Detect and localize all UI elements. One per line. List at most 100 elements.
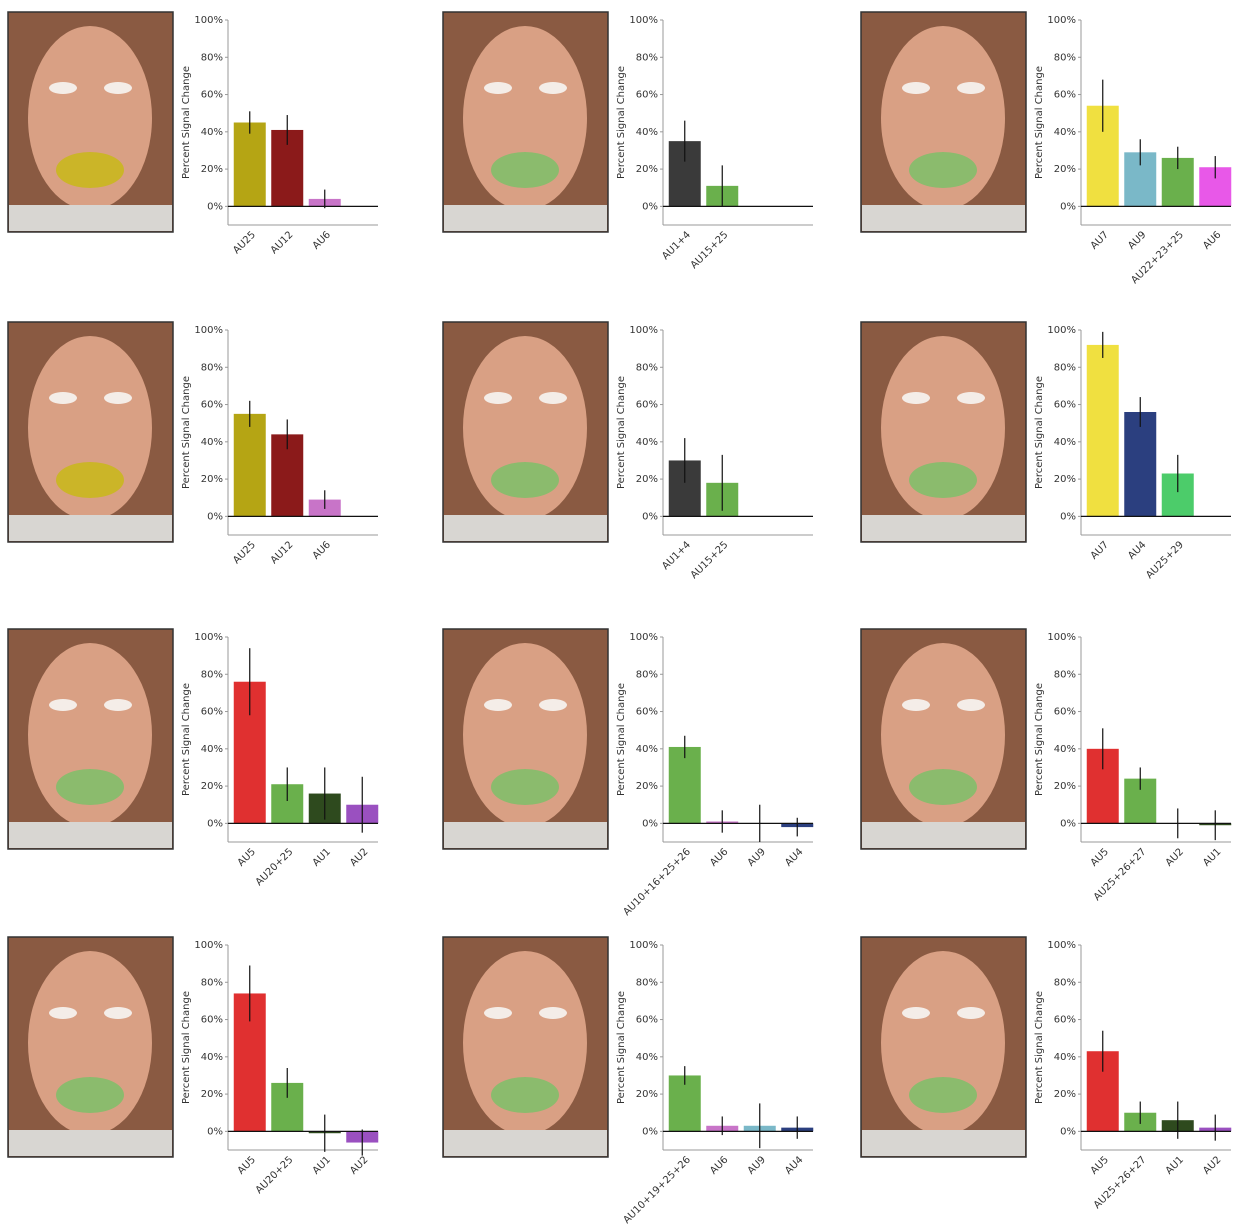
y-tick-label: 80% xyxy=(201,977,223,988)
x-tick-label: AU10+16+25+26 xyxy=(621,846,693,918)
eye xyxy=(902,82,930,94)
x-tick-label: AU6 xyxy=(1201,229,1223,251)
y-tick-label: 40% xyxy=(636,127,658,138)
mouth-overlay xyxy=(56,152,124,188)
eye xyxy=(49,699,77,711)
y-tick-label: 0% xyxy=(642,511,658,522)
x-tick-label: AU6 xyxy=(708,846,730,868)
y-axis-label: Percent Signal Change xyxy=(616,683,627,796)
eye xyxy=(49,82,77,94)
y-axis-label: Percent Signal Change xyxy=(616,66,627,179)
y-tick-label: 20% xyxy=(1054,474,1076,485)
x-tick-label: AU15+25 xyxy=(689,229,731,271)
y-tick-label: 60% xyxy=(1054,1015,1076,1026)
x-tick-label: AU5 xyxy=(236,1154,258,1176)
x-tick-label: AU2 xyxy=(348,1154,370,1176)
x-tick-label: AU1+4 xyxy=(660,539,693,572)
y-tick-label: 0% xyxy=(207,818,223,829)
y-tick-label: 100% xyxy=(194,940,223,951)
y-tick-label: 100% xyxy=(1047,940,1076,951)
y-tick-label: 0% xyxy=(1060,511,1076,522)
x-tick-label: AU1 xyxy=(1164,1154,1186,1176)
x-tick-label: AU2 xyxy=(348,846,370,868)
bar xyxy=(234,414,266,517)
y-tick-label: 60% xyxy=(636,1015,658,1026)
y-tick-label: 20% xyxy=(636,1089,658,1100)
y-axis-label: Percent Signal Change xyxy=(181,683,192,796)
mouth-overlay xyxy=(909,769,977,805)
y-tick-label: 20% xyxy=(201,781,223,792)
mouth-overlay xyxy=(909,152,977,188)
y-tick-label: 60% xyxy=(201,90,223,101)
y-tick-label: 20% xyxy=(1054,781,1076,792)
y-tick-label: 80% xyxy=(1054,977,1076,988)
collar xyxy=(9,205,172,231)
y-tick-label: 0% xyxy=(642,818,658,829)
bar xyxy=(669,747,701,823)
x-tick-label: AU2 xyxy=(1164,846,1186,868)
collar xyxy=(862,822,1025,848)
eye xyxy=(539,392,567,404)
y-tick-label: 0% xyxy=(642,1126,658,1137)
y-tick-label: 0% xyxy=(642,201,658,212)
y-tick-label: 40% xyxy=(636,744,658,755)
bar xyxy=(1124,412,1156,516)
eye xyxy=(957,392,985,404)
eye xyxy=(539,82,567,94)
y-tick-label: 80% xyxy=(636,977,658,988)
bar xyxy=(234,123,266,207)
y-tick-label: 60% xyxy=(201,707,223,718)
eye xyxy=(539,1007,567,1019)
collar xyxy=(444,515,607,541)
x-tick-label: AU5 xyxy=(1089,846,1111,868)
y-tick-label: 80% xyxy=(201,669,223,680)
y-tick-label: 100% xyxy=(1047,632,1076,643)
y-tick-label: 80% xyxy=(1054,362,1076,373)
y-tick-label: 40% xyxy=(1054,127,1076,138)
mouth-overlay xyxy=(491,1077,559,1113)
mouth-overlay xyxy=(909,1077,977,1113)
eye xyxy=(484,82,512,94)
y-tick-label: 0% xyxy=(207,511,223,522)
y-tick-label: 40% xyxy=(201,127,223,138)
mouth-overlay xyxy=(491,769,559,805)
eye xyxy=(49,392,77,404)
eye xyxy=(104,1007,132,1019)
x-tick-label: AU6 xyxy=(708,1154,730,1176)
x-tick-label: AU4 xyxy=(1126,539,1148,561)
y-tick-label: 100% xyxy=(629,15,658,26)
y-tick-label: 100% xyxy=(1047,15,1076,26)
y-tick-label: 40% xyxy=(1054,437,1076,448)
mouth-overlay xyxy=(491,152,559,188)
x-tick-label: AU20+25 xyxy=(254,1154,296,1196)
collar xyxy=(862,205,1025,231)
y-tick-label: 100% xyxy=(194,325,223,336)
x-tick-label: AU6 xyxy=(311,539,333,561)
collar xyxy=(444,822,607,848)
x-tick-label: AU1+4 xyxy=(660,229,693,262)
figure: 0% 20% 40% 60% 80% 100% Percent Signal Change A… xyxy=(0,0,1235,1232)
collar xyxy=(9,515,172,541)
y-axis-label: Percent Signal Change xyxy=(1034,376,1045,489)
collar xyxy=(862,1130,1025,1156)
y-tick-label: 60% xyxy=(201,400,223,411)
y-tick-label: 80% xyxy=(1054,52,1076,63)
y-tick-label: 20% xyxy=(201,474,223,485)
bar xyxy=(1087,345,1119,516)
y-tick-label: 60% xyxy=(636,707,658,718)
eye xyxy=(957,1007,985,1019)
y-tick-label: 20% xyxy=(1054,164,1076,175)
y-tick-label: 100% xyxy=(1047,325,1076,336)
x-tick-label: AU25 xyxy=(231,229,258,256)
x-tick-label: AU5 xyxy=(236,846,258,868)
y-tick-label: 20% xyxy=(201,164,223,175)
y-tick-label: 80% xyxy=(1054,669,1076,680)
x-tick-label: AU1 xyxy=(1201,846,1223,868)
x-tick-label: AU4 xyxy=(783,1154,805,1176)
y-tick-label: 0% xyxy=(1060,201,1076,212)
mouth-overlay xyxy=(56,769,124,805)
mouth-overlay xyxy=(56,1077,124,1113)
x-tick-label: AU9 xyxy=(746,846,768,868)
x-tick-label: AU10+19+25+26 xyxy=(621,1154,693,1226)
eye xyxy=(484,392,512,404)
